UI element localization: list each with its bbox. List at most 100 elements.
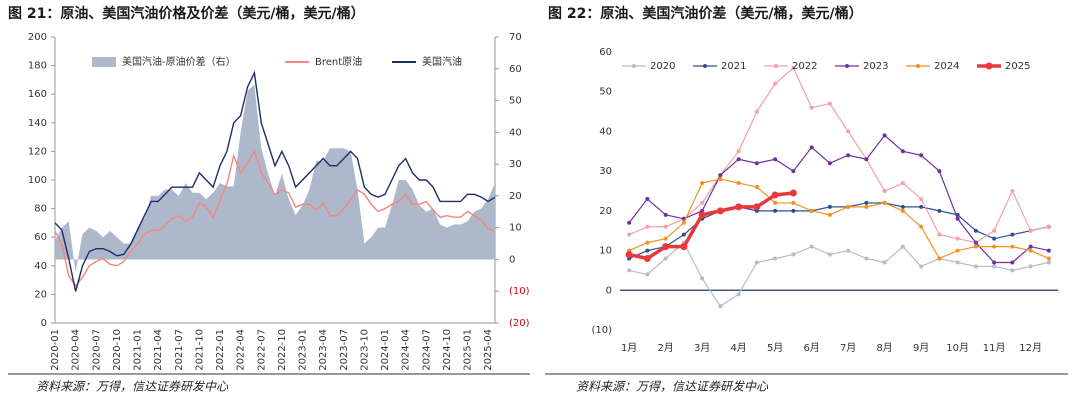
series-marker (882, 200, 887, 205)
series-marker (663, 212, 668, 217)
series-marker (1046, 256, 1051, 261)
series-marker (643, 255, 651, 263)
series-line (54, 149, 496, 287)
series-marker (973, 228, 978, 233)
series-marker (700, 200, 705, 205)
series-marker (864, 204, 869, 209)
legend-label: 2022 (792, 61, 817, 72)
series-marker (753, 203, 761, 211)
series-line (54, 70, 496, 292)
series-marker (809, 208, 814, 213)
legend-label: 美国汽油 (422, 55, 462, 68)
x-tick-label: 11月 (983, 342, 1006, 354)
series-marker (754, 260, 759, 265)
legend-marker (774, 64, 778, 68)
x-tick-label: 2020-10 (112, 329, 123, 371)
series-marker (789, 189, 797, 197)
series-marker (919, 224, 924, 229)
series-marker (1028, 228, 1033, 233)
series-marker (846, 153, 851, 158)
series-marker (680, 243, 688, 251)
series-marker (846, 248, 851, 253)
y-tick-label: 160 (28, 89, 47, 100)
x-tick-label: 8月 (876, 342, 892, 354)
x-tick-label: 2024-01 (380, 329, 391, 371)
legend-label: 2025 (1005, 61, 1030, 72)
x-tick-label: 1月 (621, 342, 637, 354)
y-tick-label: 120 (28, 146, 47, 157)
x-tick-label: 2024-04 (401, 329, 412, 371)
y2-tick-label: 10 (509, 223, 522, 234)
series-marker (992, 244, 997, 249)
x-tick-label: 2023-04 (318, 329, 329, 371)
series-marker (827, 101, 832, 106)
series-marker (1010, 268, 1015, 273)
series-marker (645, 224, 650, 229)
legend-marker (916, 64, 920, 68)
y2-tick-label: 40 (509, 127, 522, 138)
legend-swatch (92, 57, 116, 67)
series-marker (771, 191, 779, 199)
series-marker (736, 181, 741, 186)
series-marker (937, 232, 942, 237)
series-marker (791, 200, 796, 205)
x-tick-label: 2025-01 (463, 329, 474, 371)
legend-marker (845, 64, 849, 68)
series-marker (827, 212, 832, 217)
y-tick-label: 20 (599, 206, 612, 217)
series-marker (937, 256, 942, 261)
source-note: 资料来源：万得，信达证券研发中心 (576, 380, 769, 394)
x-tick-label: 6月 (803, 342, 819, 354)
series-marker (645, 240, 650, 245)
series-marker (735, 203, 743, 211)
x-tick-label: 2022-04 (236, 329, 247, 371)
series-marker (791, 252, 796, 257)
legend-label: Brent原油 (315, 55, 362, 68)
series-line (628, 178, 1050, 260)
series-marker (955, 216, 960, 221)
series-marker (919, 153, 924, 158)
y2-tick-label: 50 (509, 96, 522, 107)
series-marker (900, 181, 905, 186)
x-tick-label: 2月 (657, 342, 673, 354)
series-marker (773, 208, 778, 213)
series-marker (625, 251, 633, 259)
x-tick-label: 2021-07 (174, 329, 185, 371)
series-marker (1028, 248, 1033, 253)
x-tick-label: 2022-10 (277, 329, 288, 371)
series-line (628, 241, 1050, 308)
series-marker (919, 264, 924, 269)
series-marker (663, 256, 668, 261)
series-marker (1046, 260, 1051, 265)
series-marker (700, 276, 705, 281)
series-marker (754, 185, 759, 190)
x-tick-label: 2020-04 (71, 329, 82, 371)
series-marker (809, 105, 814, 110)
series-marker (627, 232, 632, 237)
y2-tick-label: 20 (509, 191, 522, 202)
series-marker (1010, 189, 1015, 193)
x-tick-label: 2025-04 (483, 329, 494, 371)
x-tick-label: 10月 (946, 342, 969, 354)
y-tick-label: 60 (599, 47, 612, 58)
legend-label: 美国汽油-原油价差（右） (122, 55, 236, 68)
series-marker (627, 268, 632, 273)
source-note: 资料来源：万得，信达证券研发中心 (36, 380, 229, 394)
y-tick-label: 180 (28, 61, 47, 72)
x-tick-label: 9月 (913, 342, 929, 354)
series-marker (1010, 232, 1015, 237)
y2-tick-label: 30 (509, 159, 522, 170)
y-tick-label: 10 (599, 246, 612, 257)
series-marker (900, 244, 905, 249)
series-marker (663, 236, 668, 241)
chart-title: 图 22：原油、美国汽油价差（美元/桶，美元/桶） (548, 5, 863, 22)
series-marker (809, 244, 814, 249)
y-tick-label: 20 (34, 289, 47, 300)
y-tick-label: 40 (34, 261, 47, 272)
series-marker (645, 272, 650, 277)
y-tick-label: 50 (599, 87, 612, 98)
series-marker (645, 248, 650, 253)
series-marker (846, 204, 851, 209)
x-tick-label: 2020-01 (50, 329, 61, 371)
